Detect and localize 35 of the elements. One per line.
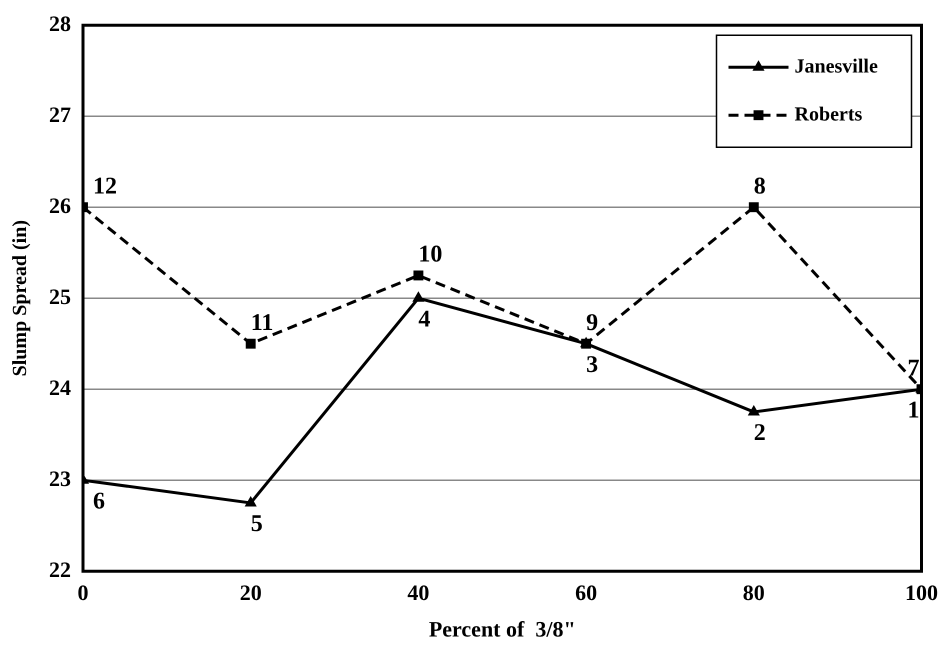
legend-label: Janesville (794, 55, 878, 78)
y-tick-label: 22 (49, 556, 71, 582)
point (748, 202, 759, 212)
annotation: 3 (586, 352, 598, 378)
annotation: 9 (586, 310, 598, 336)
annotation: 8 (754, 173, 766, 200)
y-tick-label: 25 (49, 284, 71, 309)
x-tick-label: 80 (742, 580, 765, 606)
y-tick-label: 27 (49, 102, 71, 127)
annotation: 4 (418, 306, 430, 332)
point (244, 496, 257, 506)
annotation: 5 (250, 511, 263, 538)
y-tick-label: 26 (49, 192, 71, 218)
x-tick-label: 100 (905, 580, 938, 606)
point (748, 404, 760, 416)
annotation: 7 (908, 355, 920, 382)
annotation: 10 (418, 242, 442, 268)
x-axis-title: Percent of 3/8" (428, 616, 576, 642)
y-tick-label: 28 (49, 10, 71, 36)
x-tick-label: 0 (78, 580, 88, 606)
x-tick-label: 40 (407, 580, 430, 606)
annotation: 11 (250, 310, 274, 336)
point (413, 270, 424, 280)
annotation: 12 (93, 173, 117, 200)
x-tick-label: 20 (240, 580, 262, 606)
y-tick-label: 23 (49, 466, 71, 491)
y-axis-title: Slump Spread (in) (9, 220, 32, 376)
legend-label: Roberts (794, 103, 862, 126)
y-tick-label: 24 (49, 374, 71, 400)
annotation: 6 (93, 488, 105, 514)
annotation: 1 (908, 397, 920, 424)
annotation: 2 (754, 420, 766, 446)
x-tick-label: 60 (575, 580, 598, 606)
point (412, 291, 424, 302)
point (246, 338, 256, 349)
